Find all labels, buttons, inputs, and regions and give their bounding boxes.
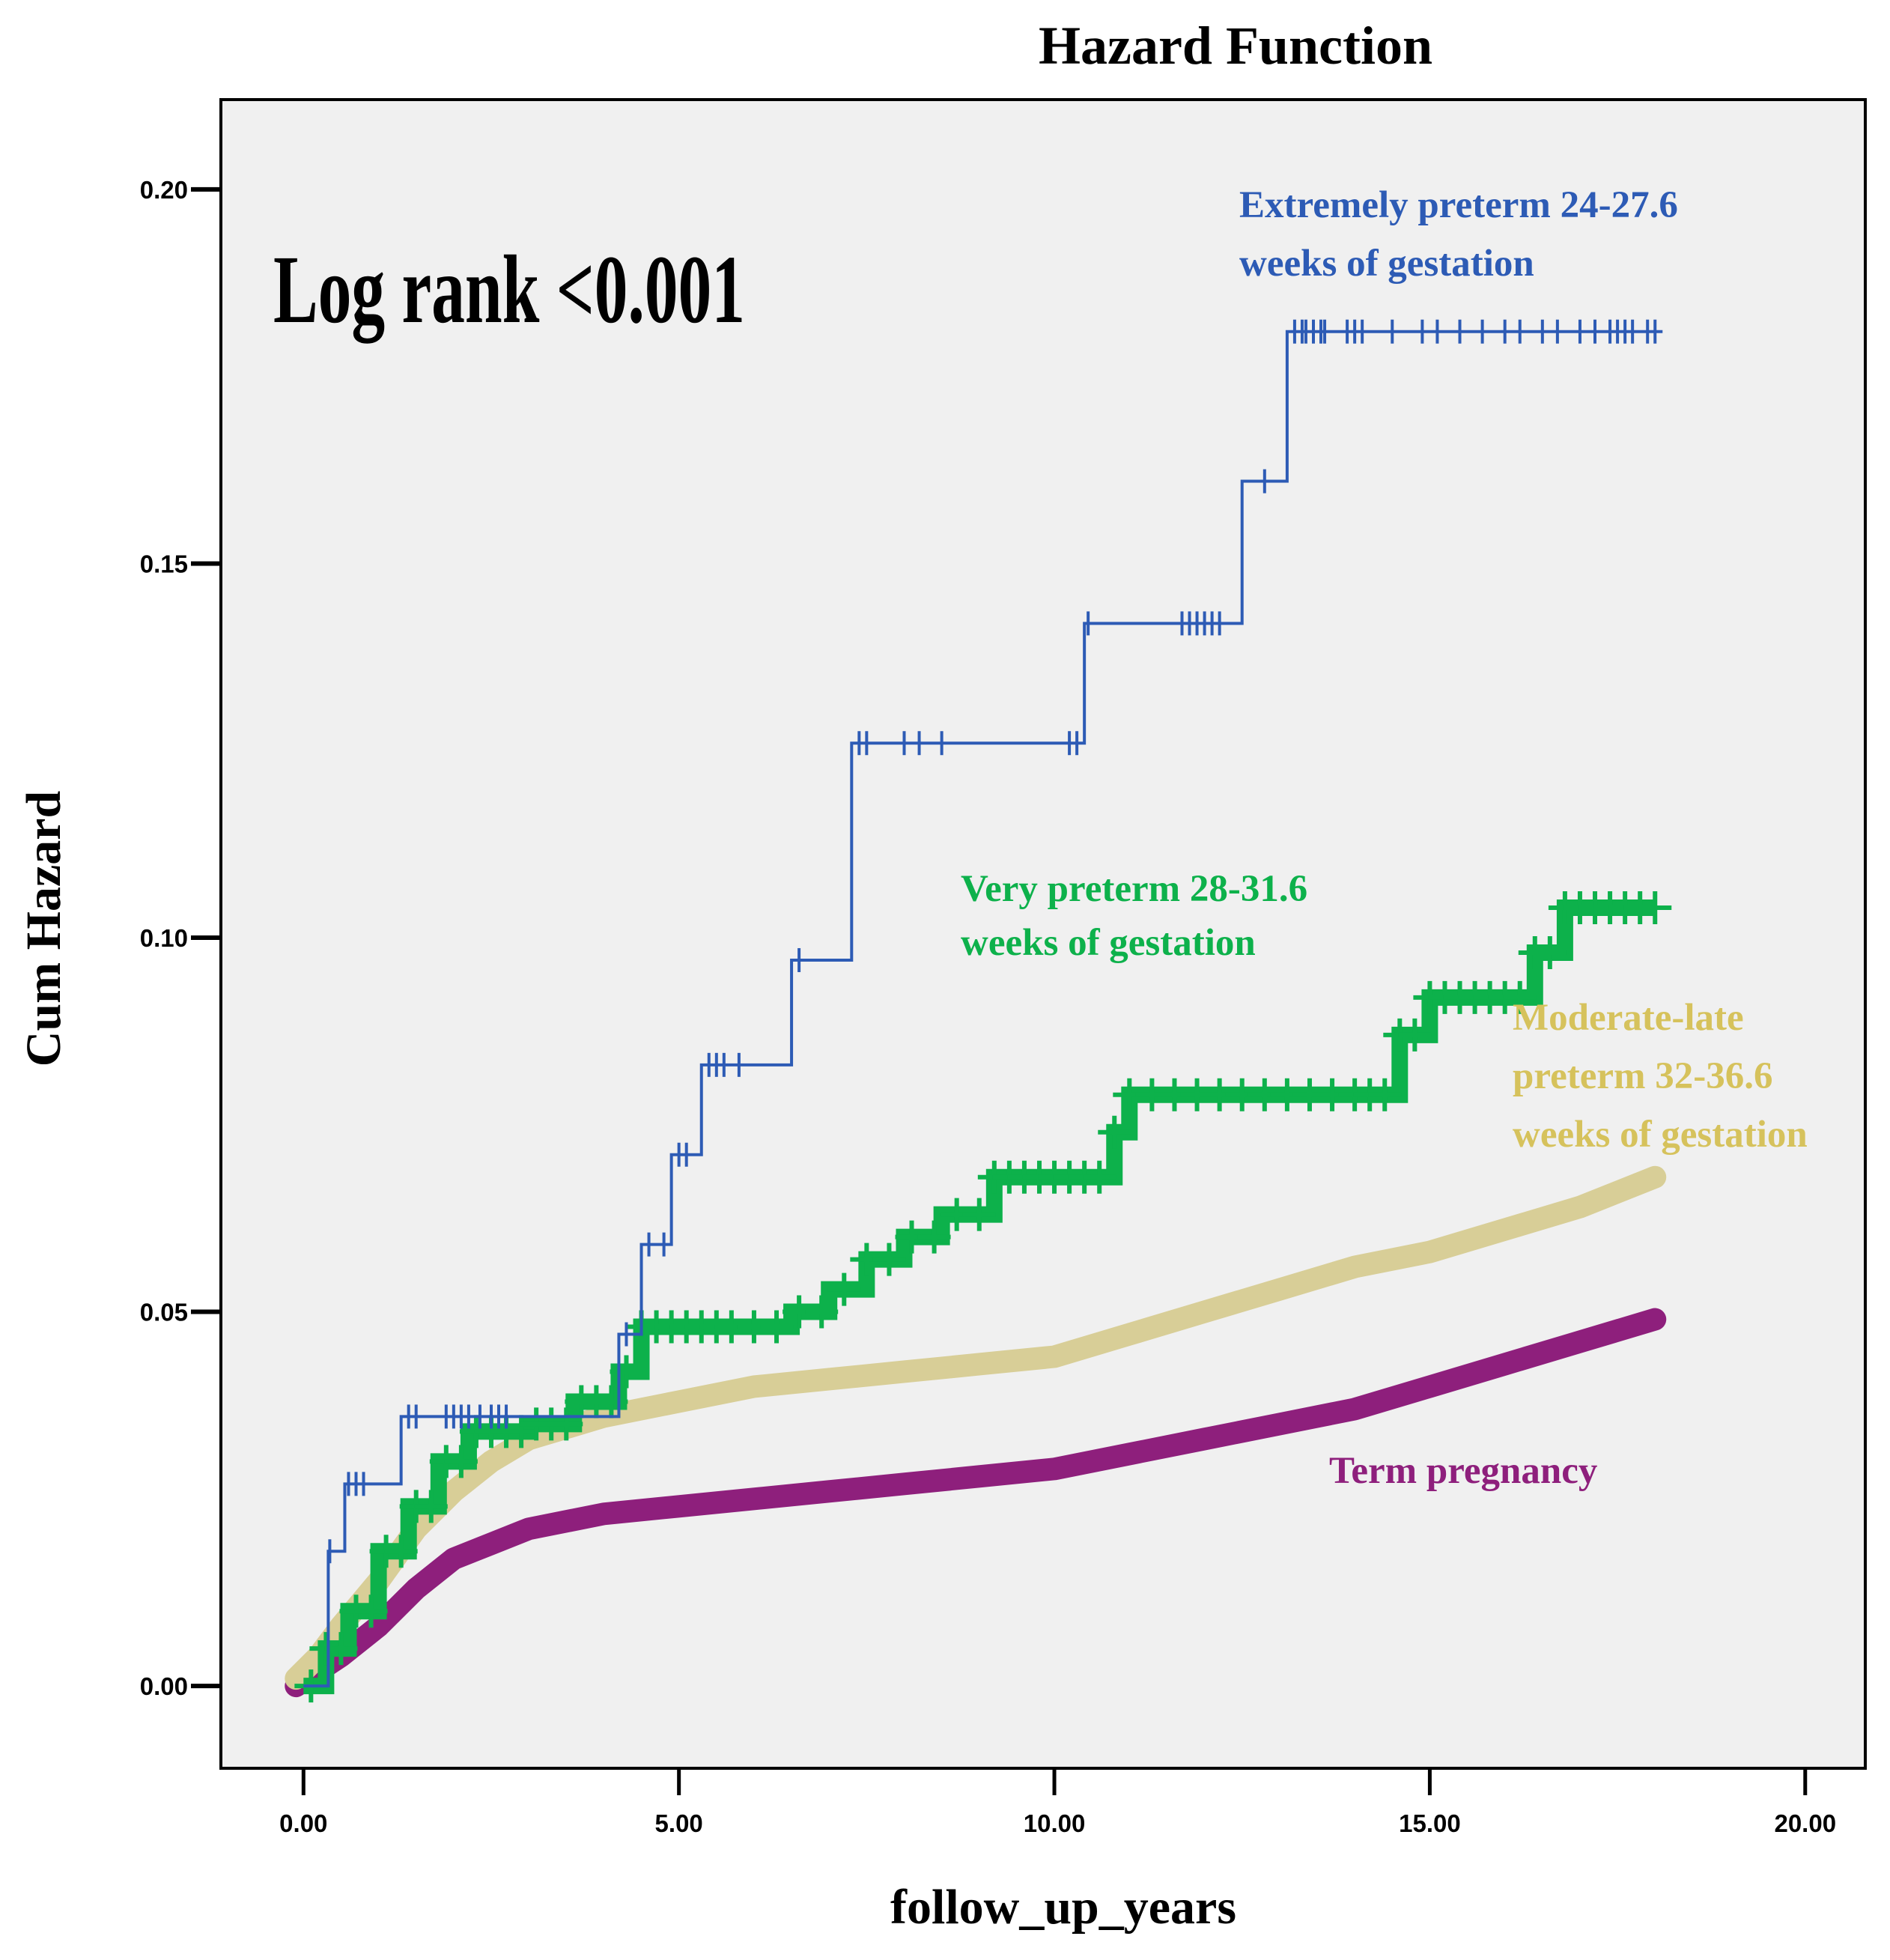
x-tick-label: 0.00 [279, 1809, 327, 1837]
series-label-line: weeks of gestation [1239, 243, 1534, 285]
y-tick-label: 0.20 [140, 176, 188, 204]
series-label-term: Term pregnancy [1329, 1450, 1597, 1492]
censor-mark-very [1503, 980, 1537, 1014]
y-tick-label: 0.00 [140, 1672, 188, 1700]
series-label-line: weeks of gestation [961, 922, 1256, 964]
series-label-very: Very preterm 28-31.6 weeks of gestation [961, 868, 1307, 964]
censor-mark-very [1638, 891, 1672, 925]
x-tick-label: 15.00 [1399, 1809, 1461, 1837]
series-label-moderate: Moderate-late preterm 32-36.6 weeks of ges… [1513, 997, 1808, 1156]
censor-mark-very [1083, 1160, 1116, 1194]
y-tick-label: 0.05 [140, 1299, 188, 1326]
x-axis-title: follow_up_years [890, 1880, 1236, 1935]
series-layer [285, 319, 1672, 1703]
censor-mark-very [1398, 1018, 1432, 1052]
series-very [294, 891, 1672, 1703]
censor-mark-very [872, 1243, 906, 1276]
y-tick-label: 0.10 [140, 924, 188, 952]
y-axis-title: Cum Hazard [16, 791, 71, 1067]
chart-title: Hazard Function [1039, 16, 1432, 76]
series-label-line: Moderate-late [1513, 997, 1744, 1039]
censor-mark-very [384, 1535, 418, 1568]
y-tick-label: 0.15 [140, 550, 188, 577]
censor-mark-very [1368, 1078, 1402, 1111]
series-term [285, 1308, 1667, 1698]
series-label-extremely: Extremely preterm 24-27.6 weeks of gestat… [1239, 184, 1678, 285]
censor-mark-very [324, 1632, 358, 1666]
series-labels: Extremely preterm 24-27.6 weeks of gestat… [961, 184, 1808, 1492]
series-extremely [303, 319, 1663, 1688]
censor-mark-very [805, 1295, 839, 1329]
x-tick-label: 10.00 [1024, 1809, 1086, 1837]
censor-mark-very [595, 1385, 628, 1419]
x-axis: 0.00 5.00 10.00 15.00 20.00 [279, 1768, 1836, 1837]
series-label-line: preterm 32-36.6 [1513, 1055, 1772, 1097]
censor-mark-very [610, 1355, 643, 1389]
censor-mark-very [917, 1220, 951, 1254]
censor-mark-very [505, 1415, 538, 1448]
y-axis: 0.00 0.05 0.10 0.15 0.20 [140, 176, 221, 1700]
censor-mark-very [354, 1595, 388, 1628]
series-label-line: Extremely preterm 24-27.6 [1239, 184, 1678, 226]
censor-mark-very [1098, 1115, 1131, 1149]
series-label-line: Term pregnancy [1329, 1450, 1597, 1492]
series-label-line: Very preterm 28-31.6 [961, 868, 1307, 910]
series-line-term [285, 1308, 1667, 1698]
x-tick-label: 20.00 [1774, 1809, 1836, 1837]
censor-mark-very [962, 1198, 996, 1231]
x-tick-label: 5.00 [655, 1809, 703, 1837]
censor-mark-very [550, 1407, 583, 1441]
log-rank-annotation: Log rank <0.001 [273, 236, 745, 344]
censor-mark-very [1533, 935, 1567, 969]
censor-mark-very [760, 1310, 794, 1344]
plot-area [219, 98, 1867, 1770]
censor-mark-very [414, 1490, 448, 1523]
censor-mark-very [827, 1272, 861, 1306]
series-label-line: weeks of gestation [1513, 1114, 1808, 1156]
censor-mark-very [444, 1445, 478, 1478]
